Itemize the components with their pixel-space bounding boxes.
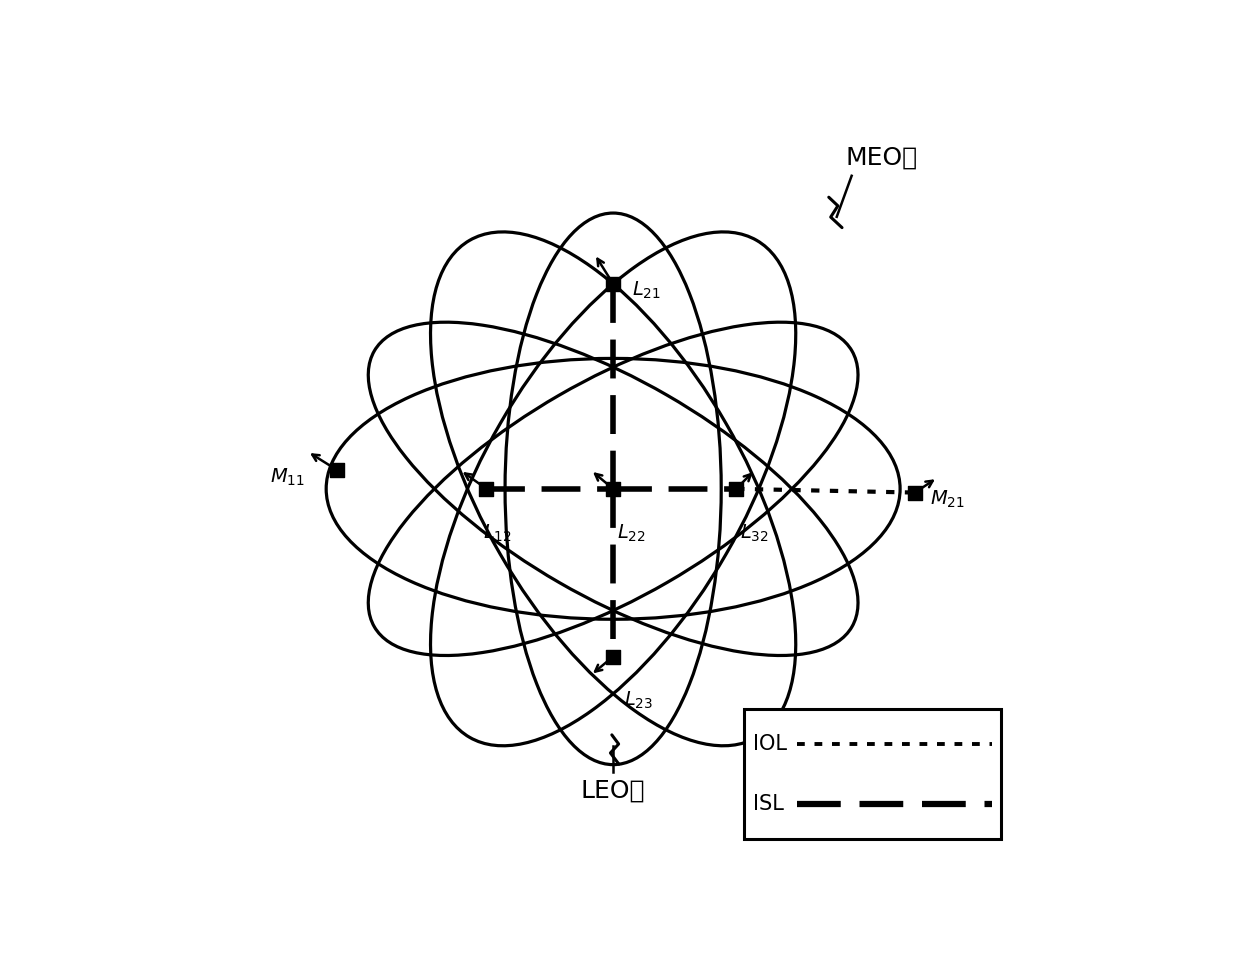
Text: $L_{21}$: $L_{21}$ — [631, 280, 661, 301]
Text: $L_{32}$: $L_{32}$ — [740, 523, 769, 544]
Text: $L_{12}$: $L_{12}$ — [482, 523, 511, 544]
Point — [603, 649, 622, 664]
Point — [905, 485, 925, 500]
Text: $M_{11}$: $M_{11}$ — [270, 467, 305, 488]
Point — [603, 276, 622, 291]
Text: IOL: IOL — [753, 734, 786, 754]
Text: $L_{23}$: $L_{23}$ — [624, 690, 653, 711]
Point — [727, 481, 746, 497]
Text: $L_{22}$: $L_{22}$ — [616, 523, 646, 544]
Text: $M_{21}$: $M_{21}$ — [930, 489, 965, 510]
Text: MEO层: MEO层 — [846, 145, 918, 169]
Point — [476, 481, 496, 497]
Point — [327, 463, 347, 478]
Text: ISL: ISL — [753, 794, 784, 814]
Point — [603, 481, 622, 497]
Bar — [744, 709, 1001, 839]
Text: LEO层: LEO层 — [580, 778, 645, 802]
